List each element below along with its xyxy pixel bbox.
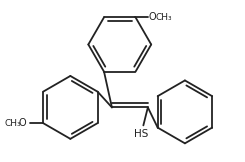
Text: CH₃: CH₃ [4,119,21,128]
Text: O: O [19,118,26,128]
Text: O: O [149,12,157,22]
Text: CH₃: CH₃ [156,13,172,22]
Text: HS: HS [134,129,148,139]
